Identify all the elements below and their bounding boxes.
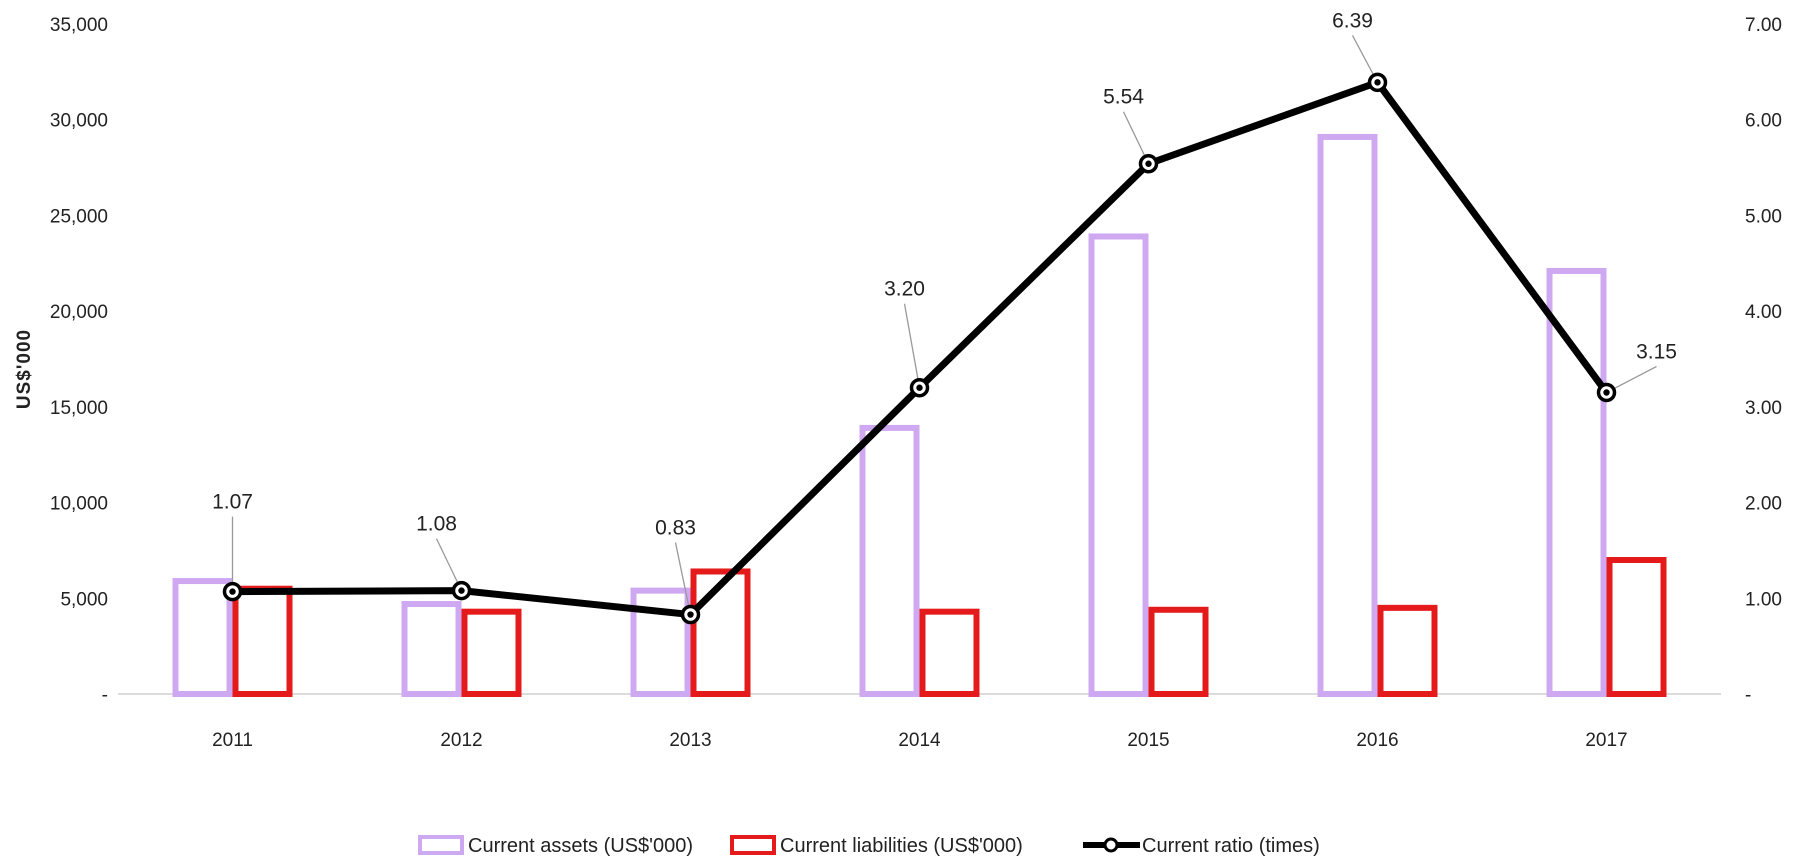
y-tick-label-right: 4.00 <box>1745 302 1782 323</box>
bar-current-assets <box>401 601 462 697</box>
ratio-marker-dot <box>916 384 923 391</box>
data-label-leader <box>674 542 692 615</box>
y-tick-label-left: 15,000 <box>50 398 108 419</box>
ratio-data-label: 6.39 <box>1332 9 1373 32</box>
y-tick-label-right: - <box>1745 685 1751 706</box>
y-tick-label-left: 5,000 <box>60 589 108 610</box>
ratio-data-label: 5.54 <box>1103 86 1144 109</box>
y-tick-label-right: 1.00 <box>1745 589 1782 610</box>
y-tick-label-left: 25,000 <box>50 206 108 227</box>
bar-current-liabilities <box>232 585 293 698</box>
bar-current-assets <box>1088 233 1149 697</box>
ratio-marker-dot <box>229 588 236 595</box>
y-tick-label-left: 30,000 <box>50 111 108 132</box>
ratio-data-label: 0.83 <box>655 517 696 540</box>
legend-swatch-marker <box>1103 837 1119 853</box>
y-axis-title: US$'000 <box>14 329 35 409</box>
ratio-data-label: 3.15 <box>1636 341 1677 364</box>
y-tick-label-left: 10,000 <box>50 494 108 515</box>
x-tick-label: 2017 <box>1585 730 1627 751</box>
legend-swatch-current-liabilities <box>730 835 776 855</box>
ratio-marker-dot <box>687 611 694 618</box>
y-tick-label-right: 6.00 <box>1745 111 1782 132</box>
y-tick-label-right: 3.00 <box>1745 398 1782 419</box>
ratio-marker-dot <box>1145 160 1152 167</box>
y-tick-label-left: - <box>102 685 108 706</box>
y-tick-label-left: 20,000 <box>50 302 108 323</box>
ratio-marker-dot <box>458 587 465 594</box>
legend-swatch-current-assets <box>418 835 464 855</box>
ratio-data-label: 3.20 <box>884 278 925 301</box>
bar-current-assets <box>1317 133 1378 697</box>
bar-current-liabilities <box>690 568 751 697</box>
y-tick-label-right: 2.00 <box>1745 494 1782 515</box>
x-tick-label: 2012 <box>440 730 482 751</box>
legend-label-current-ratio: Current ratio (times) <box>1142 835 1320 857</box>
y-tick-label-right: 5.00 <box>1745 206 1782 227</box>
x-tick-label: 2011 <box>212 730 253 751</box>
legend-label-current-assets: Current assets (US$'000) <box>468 835 693 857</box>
ratio-marker-dot <box>1374 79 1381 86</box>
y-tick-label-left: 35,000 <box>50 15 108 36</box>
bar-current-liabilities <box>1148 606 1209 697</box>
ratio-marker-dot <box>1603 389 1610 396</box>
y-tick-label-right: 7.00 <box>1745 15 1782 36</box>
legend-label-current-liabilities: Current liabilities (US$'000) <box>780 835 1023 857</box>
ratio-data-label: 1.07 <box>212 491 253 514</box>
bar-current-liabilities <box>461 608 522 698</box>
x-tick-label: 2016 <box>1356 730 1398 751</box>
x-tick-label: 2014 <box>898 730 941 751</box>
bar-current-liabilities <box>1377 604 1438 697</box>
bar-current-assets <box>1546 267 1607 697</box>
data-label-leader <box>903 303 921 388</box>
x-tick-label: 2013 <box>669 730 711 751</box>
bar-current-liabilities <box>1606 557 1667 697</box>
bar-current-assets <box>172 578 233 697</box>
bar-current-liabilities <box>919 608 980 698</box>
x-tick-label: 2015 <box>1127 730 1169 751</box>
bar-current-assets <box>859 424 920 697</box>
ratio-data-label: 1.08 <box>416 513 457 536</box>
